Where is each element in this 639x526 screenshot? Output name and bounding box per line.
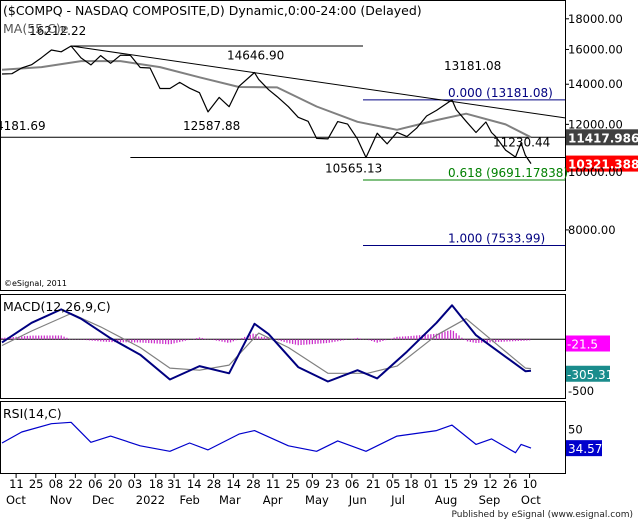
x-month-label: Jun: [348, 493, 367, 507]
price-annotation: 11230.44: [493, 136, 550, 150]
x-day-label: 18: [149, 477, 164, 491]
x-day-label: 29: [463, 477, 478, 491]
macd-badge: [566, 365, 610, 382]
price-tick-label: 14000.00: [568, 77, 623, 91]
x-day-label: 28: [246, 477, 261, 491]
price-tick-label: 16000.00: [568, 42, 623, 56]
price-annotation: 10565.13: [325, 162, 382, 176]
x-month-label: Oct: [521, 493, 541, 507]
fib-label: 1.000 (7533.99): [448, 232, 545, 246]
x-day-label: 14: [226, 477, 241, 491]
x-day-label: 20: [108, 477, 123, 491]
x-month-label: 2022: [136, 493, 165, 507]
x-month-label: Aug: [435, 493, 457, 507]
macd-line: [1, 304, 532, 383]
price-annotation: 12587.88: [183, 119, 240, 133]
x-day-label: 14: [187, 477, 202, 491]
macd-title: MACD(12,26,9,C): [3, 299, 111, 314]
price-badge-label: 11417.9865: [568, 131, 639, 145]
x-month-label: Jul: [390, 493, 405, 507]
rsi-panel-frame: [0, 401, 566, 474]
x-month-label: May: [305, 493, 329, 507]
x-day-label: 01: [424, 477, 439, 491]
x-day-label: 11: [9, 477, 24, 491]
price-annotation: 13181.08: [444, 59, 501, 73]
price-annotation: 16212.22: [29, 24, 86, 38]
macd-badge-label: -305.31: [567, 368, 613, 382]
x-day-label: 26: [503, 477, 518, 491]
x-day-label: 08: [49, 477, 64, 491]
x-month-label: Sep: [479, 493, 501, 507]
price-tick-label: 10000.00: [568, 165, 623, 179]
rsi-tick-label: 50: [568, 423, 583, 437]
price-badge: [566, 129, 638, 146]
macd-tick-label: -500: [568, 384, 594, 398]
x-month-label: Feb: [180, 493, 200, 507]
trendline: [71, 45, 566, 119]
x-month-label: Dec: [92, 493, 114, 507]
x-day-label: 28: [207, 477, 222, 491]
ma-legend: MA(55,C)e: [3, 21, 69, 36]
price-tick-label: 8000.00: [568, 223, 616, 237]
watermark: ©eSignal, 2011: [4, 279, 67, 288]
price-panel-frame: [0, 0, 566, 291]
rsi-title: RSI(14,C): [3, 406, 62, 421]
x-day-label: 31: [167, 477, 182, 491]
x-day-label: 12: [483, 477, 498, 491]
x-day-label: 15: [444, 477, 459, 491]
x-day-label: 18: [404, 477, 419, 491]
fib-label: 0.000 (13181.08): [448, 86, 553, 100]
x-day-label: 06: [88, 477, 103, 491]
x-month-label: Oct: [6, 493, 26, 507]
x-day-label: 22: [68, 477, 83, 491]
x-day-label: 23: [325, 477, 340, 491]
chart-title: ($COMPQ - NASDAQ COMPOSITE,D) Dynamic,0:…: [3, 3, 422, 18]
rsi-badge: [566, 440, 602, 457]
price-annotation: 4181.69: [0, 119, 46, 133]
footer-credit: Published by eSignal (www.esignal.com): [451, 510, 633, 520]
x-day-label: 10: [523, 477, 538, 491]
x-month-label: Mar: [219, 493, 241, 507]
price-badge-label: 10321.3882: [568, 158, 639, 172]
macd-badge: [566, 335, 610, 352]
macd-panel-frame: [0, 294, 566, 399]
x-day-label: 25: [29, 477, 44, 491]
x-day-label: 11: [266, 477, 281, 491]
fib-label: 0.618 (9691.17838): [448, 166, 568, 180]
x-month-label: Nov: [50, 493, 73, 507]
macd-badge-label: -21.5: [567, 338, 598, 352]
x-month-label: Apr: [263, 493, 283, 507]
rsi-badge-label: 34.57: [568, 442, 602, 456]
price-tick-label: 18000.00: [568, 12, 623, 26]
x-day-label: 03: [128, 477, 143, 491]
price-line: [1, 45, 532, 164]
x-day-label: 05: [386, 477, 401, 491]
price-annotation: 14646.90: [227, 48, 284, 62]
price-tick-label: 12000.00: [568, 117, 623, 131]
rsi-line: [1, 421, 532, 454]
price-badge: [566, 155, 638, 172]
x-day-label: 25: [286, 477, 301, 491]
x-day-label: 09: [305, 477, 320, 491]
x-day-label: 06: [345, 477, 360, 491]
x-day-label: 21: [366, 477, 381, 491]
